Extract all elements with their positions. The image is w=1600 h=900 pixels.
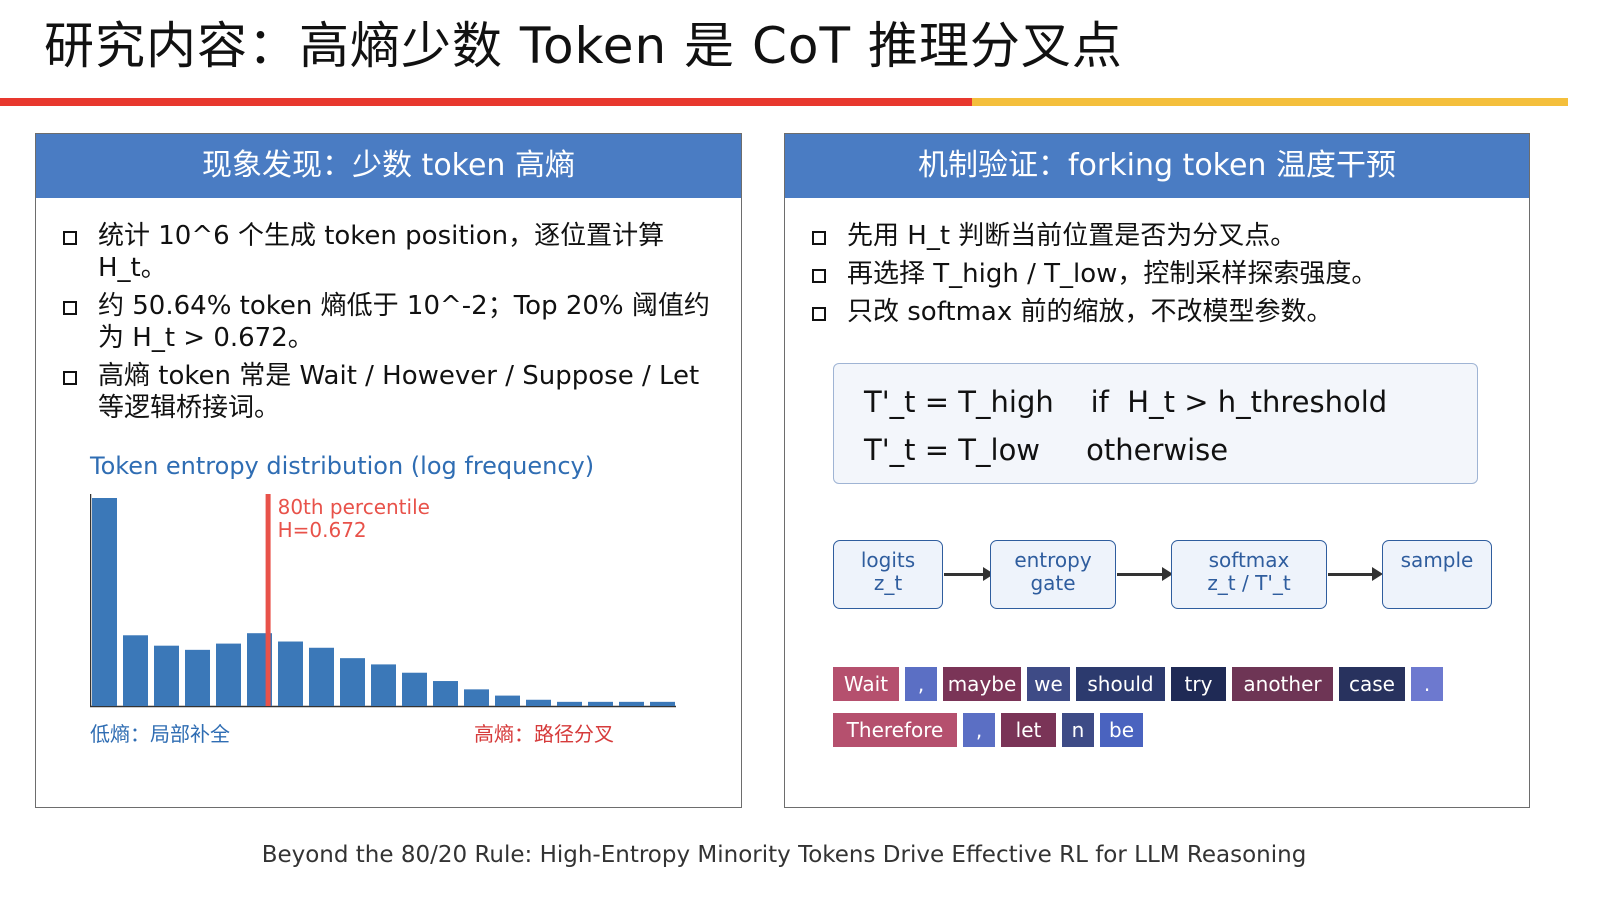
token-chip: . bbox=[1411, 667, 1443, 701]
left-bullet-1: 统计 10^6 个生成 token position，逐位置计算 H_t。 bbox=[60, 220, 721, 284]
right-bullet-2: 再选择 T_high / T_low，控制采样探索强度。 bbox=[809, 258, 1509, 290]
right-bullet-3: 只改 softmax 前的缩放，不改模型参数。 bbox=[809, 296, 1509, 328]
histogram-bar bbox=[309, 647, 334, 706]
left-panel: 现象发现：少数 token 高熵 统计 10^6 个生成 token posit… bbox=[35, 133, 742, 808]
histogram-bar bbox=[402, 672, 427, 706]
histogram-bar bbox=[526, 699, 551, 706]
flow-node-softmax: softmax z_t / T'_t bbox=[1171, 540, 1327, 609]
left-bullet-2: 约 50.64% token 熵低于 10^-2；Top 20% 阈值约为 H_… bbox=[60, 290, 721, 354]
left-bullet-3: 高熵 token 常是 Wait / However / Suppose / L… bbox=[60, 360, 721, 424]
flow-node-softmax-line2: z_t / T'_t bbox=[1207, 571, 1291, 595]
histogram-bar bbox=[278, 641, 303, 706]
token-chip: , bbox=[905, 667, 937, 701]
token-chip: let bbox=[1001, 713, 1056, 747]
histogram-bar bbox=[464, 689, 489, 706]
histogram-bar bbox=[650, 701, 675, 706]
low-entropy-caption: 低熵：局部补全 bbox=[90, 722, 230, 746]
histogram-bar bbox=[619, 701, 644, 706]
right-bullets: 先用 H_t 判断当前位置是否为分叉点。 再选择 T_high / T_low，… bbox=[809, 220, 1509, 334]
percentile-threshold-line bbox=[265, 494, 271, 706]
histogram-bar bbox=[371, 664, 396, 706]
token-chip: we bbox=[1027, 667, 1070, 701]
token-chip: maybe bbox=[943, 667, 1021, 701]
histogram-bar bbox=[154, 645, 179, 706]
token-chip: , bbox=[963, 713, 995, 747]
right-bullet-1: 先用 H_t 判断当前位置是否为分叉点。 bbox=[809, 220, 1509, 252]
histogram-bar bbox=[340, 658, 365, 706]
histogram-bar bbox=[92, 498, 117, 706]
token-chip: another bbox=[1232, 667, 1333, 701]
flow-arrow-1 bbox=[944, 567, 994, 581]
temperature-formula-box: T'_t = T_high if H_t > h_threshold T'_t … bbox=[833, 363, 1478, 484]
flow-node-logits-line2: z_t bbox=[873, 571, 903, 595]
chart-title: Token entropy distribution (log frequenc… bbox=[90, 452, 595, 480]
threshold-value-label: H=0.672 bbox=[278, 518, 367, 542]
token-chip: n bbox=[1062, 713, 1094, 747]
title-rule-yellow bbox=[972, 98, 1568, 106]
right-panel: 机制验证：forking token 温度干预 先用 H_t 判断当前位置是否为… bbox=[784, 133, 1530, 808]
histogram-bar bbox=[495, 695, 520, 706]
histogram-bar bbox=[557, 701, 582, 706]
histogram-bar bbox=[123, 635, 148, 706]
flow-node-sample: sample bbox=[1382, 540, 1492, 609]
token-chip: should bbox=[1076, 667, 1165, 701]
flow-arrow-3 bbox=[1328, 567, 1383, 581]
high-entropy-caption: 高熵：路径分叉 bbox=[474, 722, 614, 746]
left-panel-header: 现象发现：少数 token 高熵 bbox=[36, 134, 741, 198]
flow-node-sample-line1: sample bbox=[1400, 548, 1474, 572]
flow-node-entropy-gate: entropy gate bbox=[990, 540, 1116, 609]
formula-line-low: T'_t = T_low otherwise bbox=[864, 433, 1229, 467]
flow-node-gate-line1: entropy bbox=[1014, 548, 1092, 572]
flow-node-gate-line2: gate bbox=[1030, 571, 1076, 595]
slide-title: 研究内容：高熵少数 Token 是 CoT 推理分叉点 bbox=[44, 17, 1123, 75]
paper-citation-footer: Beyond the 80/20 Rule: High-Entropy Mino… bbox=[261, 842, 1307, 868]
flow-node-logits: logits z_t bbox=[833, 540, 943, 609]
histogram-bar bbox=[185, 649, 210, 706]
right-panel-header: 机制验证：forking token 温度干预 bbox=[785, 134, 1529, 198]
percentile-label: 80th percentile bbox=[278, 495, 430, 519]
flow-node-logits-line1: logits bbox=[860, 548, 916, 572]
token-chip: try bbox=[1171, 667, 1226, 701]
token-chip: be bbox=[1100, 713, 1143, 747]
token-chip: Therefore bbox=[833, 713, 957, 747]
token-chip: case bbox=[1339, 667, 1405, 701]
token-chip: Wait bbox=[833, 667, 899, 701]
title-rule-red bbox=[0, 98, 972, 106]
flow-node-softmax-line1: softmax bbox=[1208, 548, 1290, 572]
left-bullets: 统计 10^6 个生成 token position，逐位置计算 H_t。 约 … bbox=[60, 220, 721, 430]
histogram-bar bbox=[433, 681, 458, 706]
flow-arrow-2 bbox=[1117, 567, 1173, 581]
formula-line-high: T'_t = T_high if H_t > h_threshold bbox=[864, 385, 1388, 419]
histogram-bar bbox=[588, 701, 613, 706]
histogram-bar bbox=[216, 643, 241, 706]
